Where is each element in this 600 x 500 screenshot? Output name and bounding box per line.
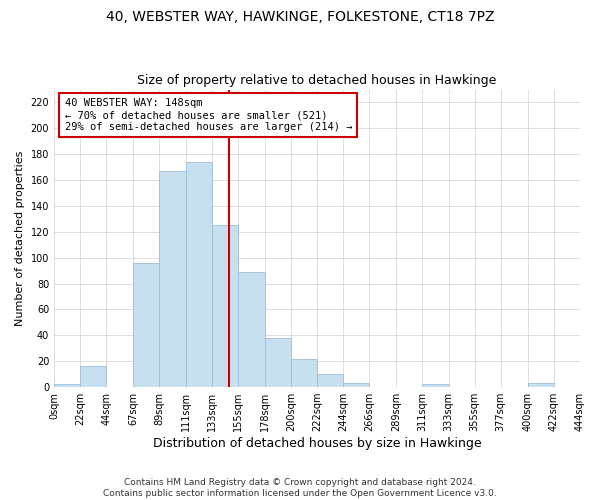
Title: Size of property relative to detached houses in Hawkinge: Size of property relative to detached ho… [137, 74, 497, 87]
Bar [238, 272, 265, 387]
X-axis label: Distribution of detached houses by size in Hawkinge: Distribution of detached houses by size … [153, 437, 481, 450]
Bar [317, 374, 343, 387]
Bar [528, 383, 554, 387]
Text: 40 WEBSTER WAY: 148sqm
← 70% of detached houses are smaller (521)
29% of semi-de: 40 WEBSTER WAY: 148sqm ← 70% of detached… [65, 98, 352, 132]
Bar [133, 263, 160, 387]
Bar [80, 366, 106, 387]
Bar [422, 384, 449, 387]
Text: 40, WEBSTER WAY, HAWKINGE, FOLKESTONE, CT18 7PZ: 40, WEBSTER WAY, HAWKINGE, FOLKESTONE, C… [106, 10, 494, 24]
Bar [212, 226, 238, 387]
Y-axis label: Number of detached properties: Number of detached properties [15, 150, 25, 326]
Bar [343, 383, 369, 387]
Bar [54, 384, 80, 387]
Text: Contains HM Land Registry data © Crown copyright and database right 2024.
Contai: Contains HM Land Registry data © Crown c… [103, 478, 497, 498]
Bar [291, 358, 317, 387]
Bar [265, 338, 291, 387]
Bar [185, 162, 212, 387]
Bar [160, 171, 185, 387]
